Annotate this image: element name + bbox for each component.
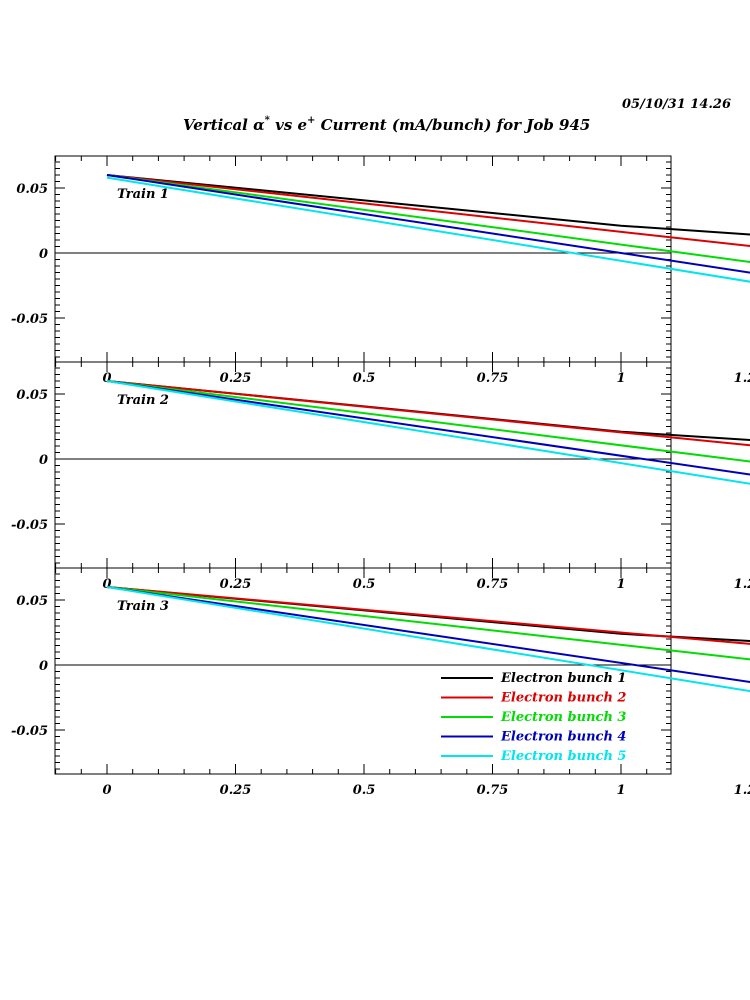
legend-label: Electron bunch 4 [500, 730, 626, 745]
x-tick-label: 0 [102, 577, 111, 592]
title-alpha: α [253, 116, 265, 134]
legend-label: Electron bunch 5 [500, 749, 626, 764]
series-line-3 [106, 586, 750, 661]
x-tick-label: 0.75 [477, 371, 509, 386]
series-line-4 [106, 174, 750, 274]
series-line-5 [106, 380, 750, 485]
y-tick-label: 0.05 [16, 594, 48, 609]
series-line-5 [106, 176, 750, 283]
legend-label: Electron bunch 3 [500, 710, 626, 725]
series-line-5 [106, 586, 750, 693]
train-label: Train 1 [117, 187, 169, 202]
train-label: Train 3 [117, 599, 169, 614]
x-tick-label: 0.75 [477, 577, 509, 592]
x-tick-label: 1.25 [734, 371, 750, 386]
series-line-4 [106, 586, 750, 684]
panels-layer: 0.050-0.0500.250.50.7511.251.51.752Train… [11, 155, 750, 798]
series-line-3 [106, 174, 750, 264]
y-tick-label: -0.05 [11, 312, 48, 327]
y-tick-label: -0.05 [11, 518, 48, 533]
title-prefix: Vertical [183, 116, 253, 134]
x-tick-label: 0.5 [353, 783, 376, 798]
x-tick-label: 1.25 [734, 577, 750, 592]
legend: Electron bunch 1 Electron bunch 2 Electron… [441, 671, 626, 764]
y-tick-label: 0 [39, 453, 48, 468]
panel-2: 0.050-0.0500.250.50.7511.251.51.752Train… [11, 361, 750, 592]
x-tick-label: 0.25 [220, 783, 252, 798]
chart-title: Vertical α* vs e+ Current (mA/bunch) for… [183, 115, 590, 134]
series-line-2 [106, 586, 750, 645]
legend-label: Electron bunch 2 [500, 691, 626, 706]
x-tick-label: 0.75 [477, 783, 509, 798]
x-tick-label: 0.25 [220, 371, 252, 386]
title-suffix: Current (mA/bunch) for Job 945 [315, 116, 590, 134]
x-tick-label: 0.25 [220, 577, 252, 592]
series-line-3 [106, 380, 750, 463]
x-tick-label: 1 [616, 783, 625, 798]
y-tick-label: 0.05 [16, 388, 48, 403]
series-line-4 [106, 380, 750, 476]
y-tick-label: 0 [39, 659, 48, 674]
title-plus: + [307, 115, 315, 126]
timestamp: 05/10/31 14.26 [622, 97, 731, 112]
x-tick-label: 0 [102, 371, 111, 386]
title-star: * [265, 115, 271, 126]
panel-3: 0.050-0.0500.250.50.7511.251.51.752Train… [11, 567, 750, 798]
x-tick-label: 1.25 [734, 783, 750, 798]
title-mid: vs e [270, 116, 307, 134]
x-tick-label: 0 [102, 783, 111, 798]
panel-1: 0.050-0.0500.250.50.7511.251.51.752Train… [11, 155, 750, 386]
series-line-2 [106, 174, 750, 248]
train-label: Train 2 [117, 393, 169, 408]
x-tick-label: 0.5 [353, 577, 376, 592]
x-tick-label: 1 [616, 371, 625, 386]
x-tick-label: 1 [616, 577, 625, 592]
series-line-2 [106, 380, 750, 447]
legend-label: Electron bunch 1 [500, 671, 626, 686]
x-tick-label: 0.5 [353, 371, 376, 386]
y-tick-label: 0.05 [16, 182, 48, 197]
series-line-1 [106, 174, 750, 236]
y-tick-label: -0.05 [11, 724, 48, 739]
y-tick-label: 0 [39, 247, 48, 262]
